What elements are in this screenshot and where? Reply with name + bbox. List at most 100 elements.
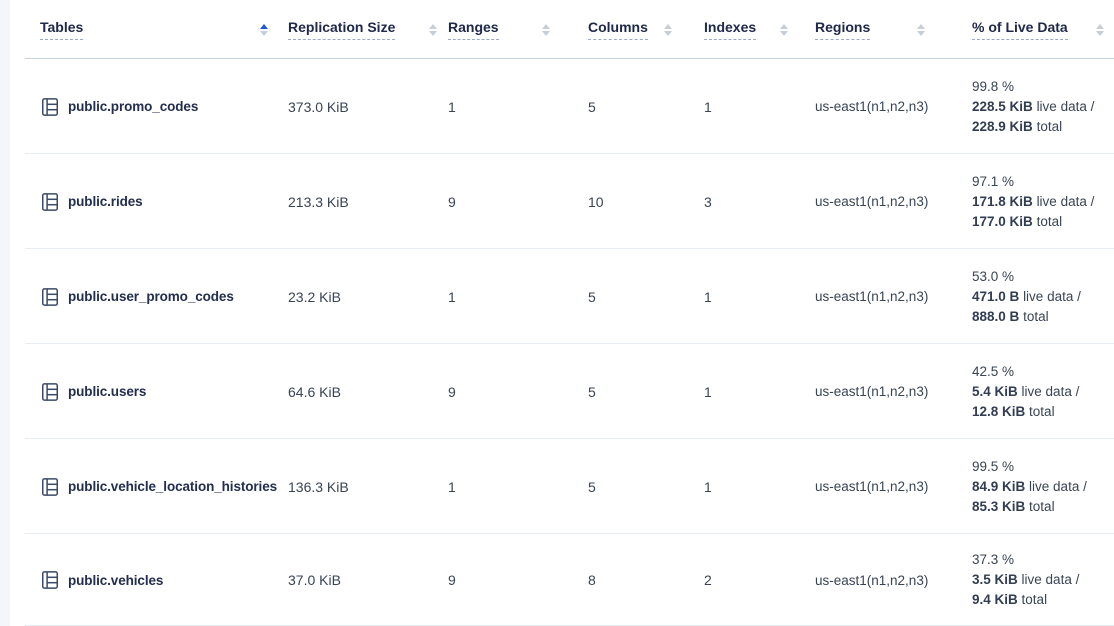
sort-asc-icon[interactable]	[260, 23, 268, 29]
sort-desc-icon[interactable]	[1096, 30, 1104, 36]
table-name-link[interactable]: public.vehicles	[68, 572, 164, 588]
sort-desc-icon[interactable]	[664, 30, 672, 36]
total-size: 85.3 KiB total	[972, 498, 1055, 514]
column-header-live-data[interactable]: % of Live Data	[935, 0, 1114, 59]
column-header-label: % of Live Data	[972, 19, 1068, 40]
ranges-cell: 9	[448, 572, 456, 588]
sort-arrows-icon[interactable]	[260, 23, 268, 36]
live-percent: 53.0 %	[972, 268, 1015, 284]
sort-asc-icon[interactable]	[917, 23, 925, 29]
sort-arrows-icon[interactable]	[664, 23, 672, 36]
live-data-cell: 99.5 % 84.9 KiB live data / 85.3 KiB tot…	[935, 439, 1114, 534]
total-size: 888.0 B total	[972, 308, 1049, 324]
ranges-cell: 1	[448, 478, 456, 495]
live-percent: 99.8 %	[972, 78, 1015, 94]
table-name-cell: public.rides	[0, 154, 278, 249]
table-icon	[40, 382, 60, 402]
live-size: 228.5 KiB live data /	[972, 98, 1095, 114]
live-percent: 99.5 %	[972, 458, 1015, 474]
column-header-label: Columns	[588, 19, 648, 40]
columns-cell: 5	[588, 288, 596, 305]
columns-cell: 5	[588, 98, 596, 115]
table-row[interactable]: public.vehicle_location_histories 136.3 …	[0, 439, 1114, 534]
live-data-cell: 97.1 % 171.8 KiB live data / 177.0 KiB t…	[935, 154, 1114, 249]
column-header-replication-size[interactable]: Replication Size	[278, 0, 447, 59]
table-row[interactable]: public.promo_codes 373.0 KiB 1 5 1 us-ea…	[0, 59, 1114, 154]
sort-arrows-icon[interactable]	[1096, 23, 1104, 36]
table-icon	[40, 570, 60, 590]
table-icon	[40, 477, 60, 497]
column-header-ranges[interactable]: Ranges	[447, 0, 560, 59]
sort-arrows-icon[interactable]	[542, 23, 550, 36]
ranges-cell: 1	[448, 98, 456, 115]
ranges-cell: 9	[448, 383, 456, 400]
sort-asc-icon[interactable]	[664, 23, 672, 29]
table-body: public.promo_codes 373.0 KiB 1 5 1 us-ea…	[0, 59, 1114, 626]
sort-arrows-icon[interactable]	[429, 23, 437, 36]
table-name-cell: public.user_promo_codes	[0, 249, 278, 344]
live-size: 3.5 KiB live data /	[972, 572, 1080, 587]
indexes-cell: 1	[704, 478, 712, 495]
sort-desc-icon[interactable]	[917, 30, 925, 36]
live-size: 84.9 KiB live data /	[972, 478, 1087, 494]
column-header-regions[interactable]: Regions	[798, 0, 935, 59]
columns-cell: 8	[588, 572, 596, 588]
sort-desc-icon[interactable]	[780, 30, 788, 36]
indexes-cell: 2	[704, 572, 712, 588]
column-header-columns[interactable]: Columns	[560, 0, 682, 59]
sort-arrows-icon[interactable]	[917, 23, 925, 36]
live-data-cell: 37.3 % 3.5 KiB live data / 9.4 KiB total	[935, 534, 1114, 626]
table-header-row: Tables Replication Size Ranges Columns I…	[0, 0, 1114, 59]
table-name-link[interactable]: public.users	[68, 384, 147, 399]
live-percent: 42.5 %	[972, 363, 1015, 379]
table-row[interactable]: public.users 64.6 KiB 9 5 1 us-east1(n1,…	[0, 344, 1114, 439]
indexes-cell: 1	[704, 383, 712, 400]
table-name-cell: public.promo_codes	[0, 59, 278, 154]
page-gutter	[0, 0, 10, 626]
table-row[interactable]: public.user_promo_codes 23.2 KiB 1 5 1 u…	[0, 249, 1114, 344]
live-data-cell: 53.0 % 471.0 B live data / 888.0 B total	[935, 249, 1114, 344]
column-header-label: Tables	[40, 19, 84, 40]
total-size: 12.8 KiB total	[972, 403, 1055, 419]
replication-size-cell: 37.0 KiB	[288, 572, 341, 588]
table-name-link[interactable]: public.user_promo_codes	[68, 289, 234, 304]
column-header-tables[interactable]: Tables	[0, 0, 278, 59]
ranges-cell: 9	[448, 193, 456, 210]
regions-cell: us-east1(n1,n2,n3)	[815, 99, 929, 114]
column-header-label: Indexes	[704, 19, 757, 40]
sort-desc-icon[interactable]	[542, 30, 550, 36]
columns-cell: 5	[588, 383, 596, 400]
sort-asc-icon[interactable]	[429, 23, 437, 29]
table-name-link[interactable]: public.vehicle_location_histories	[68, 479, 278, 494]
replication-size-cell: 64.6 KiB	[288, 383, 341, 400]
regions-cell: us-east1(n1,n2,n3)	[815, 479, 929, 494]
regions-cell: us-east1(n1,n2,n3)	[815, 572, 929, 588]
column-header-indexes[interactable]: Indexes	[682, 0, 798, 59]
table-name-link[interactable]: public.rides	[68, 194, 143, 209]
ranges-cell: 1	[448, 288, 456, 305]
total-size: 177.0 KiB total	[972, 213, 1063, 229]
sort-asc-icon[interactable]	[542, 23, 550, 29]
regions-cell: us-east1(n1,n2,n3)	[815, 384, 929, 399]
sort-desc-icon[interactable]	[260, 30, 268, 36]
table-icon	[40, 97, 60, 117]
live-data-cell: 99.8 % 228.5 KiB live data / 228.9 KiB t…	[935, 59, 1114, 154]
column-header-label: Ranges	[448, 19, 499, 40]
total-size: 9.4 KiB total	[972, 592, 1048, 607]
table-row[interactable]: public.vehicles 37.0 KiB 9 8 2 us-east1(…	[0, 534, 1114, 626]
total-size: 228.9 KiB total	[972, 118, 1063, 134]
table-icon	[40, 287, 60, 307]
indexes-cell: 3	[704, 193, 712, 210]
sort-arrows-icon[interactable]	[780, 23, 788, 36]
table-row[interactable]: public.rides 213.3 KiB 9 10 3 us-east1(n…	[0, 154, 1114, 249]
sort-desc-icon[interactable]	[429, 30, 437, 36]
table-name-link[interactable]: public.promo_codes	[68, 99, 199, 114]
live-data-cell: 42.5 % 5.4 KiB live data / 12.8 KiB tota…	[935, 344, 1114, 439]
replication-size-cell: 373.0 KiB	[288, 98, 349, 115]
sort-asc-icon[interactable]	[780, 23, 788, 29]
sort-asc-icon[interactable]	[1096, 23, 1104, 29]
columns-cell: 5	[588, 478, 596, 495]
columns-cell: 10	[588, 193, 604, 210]
